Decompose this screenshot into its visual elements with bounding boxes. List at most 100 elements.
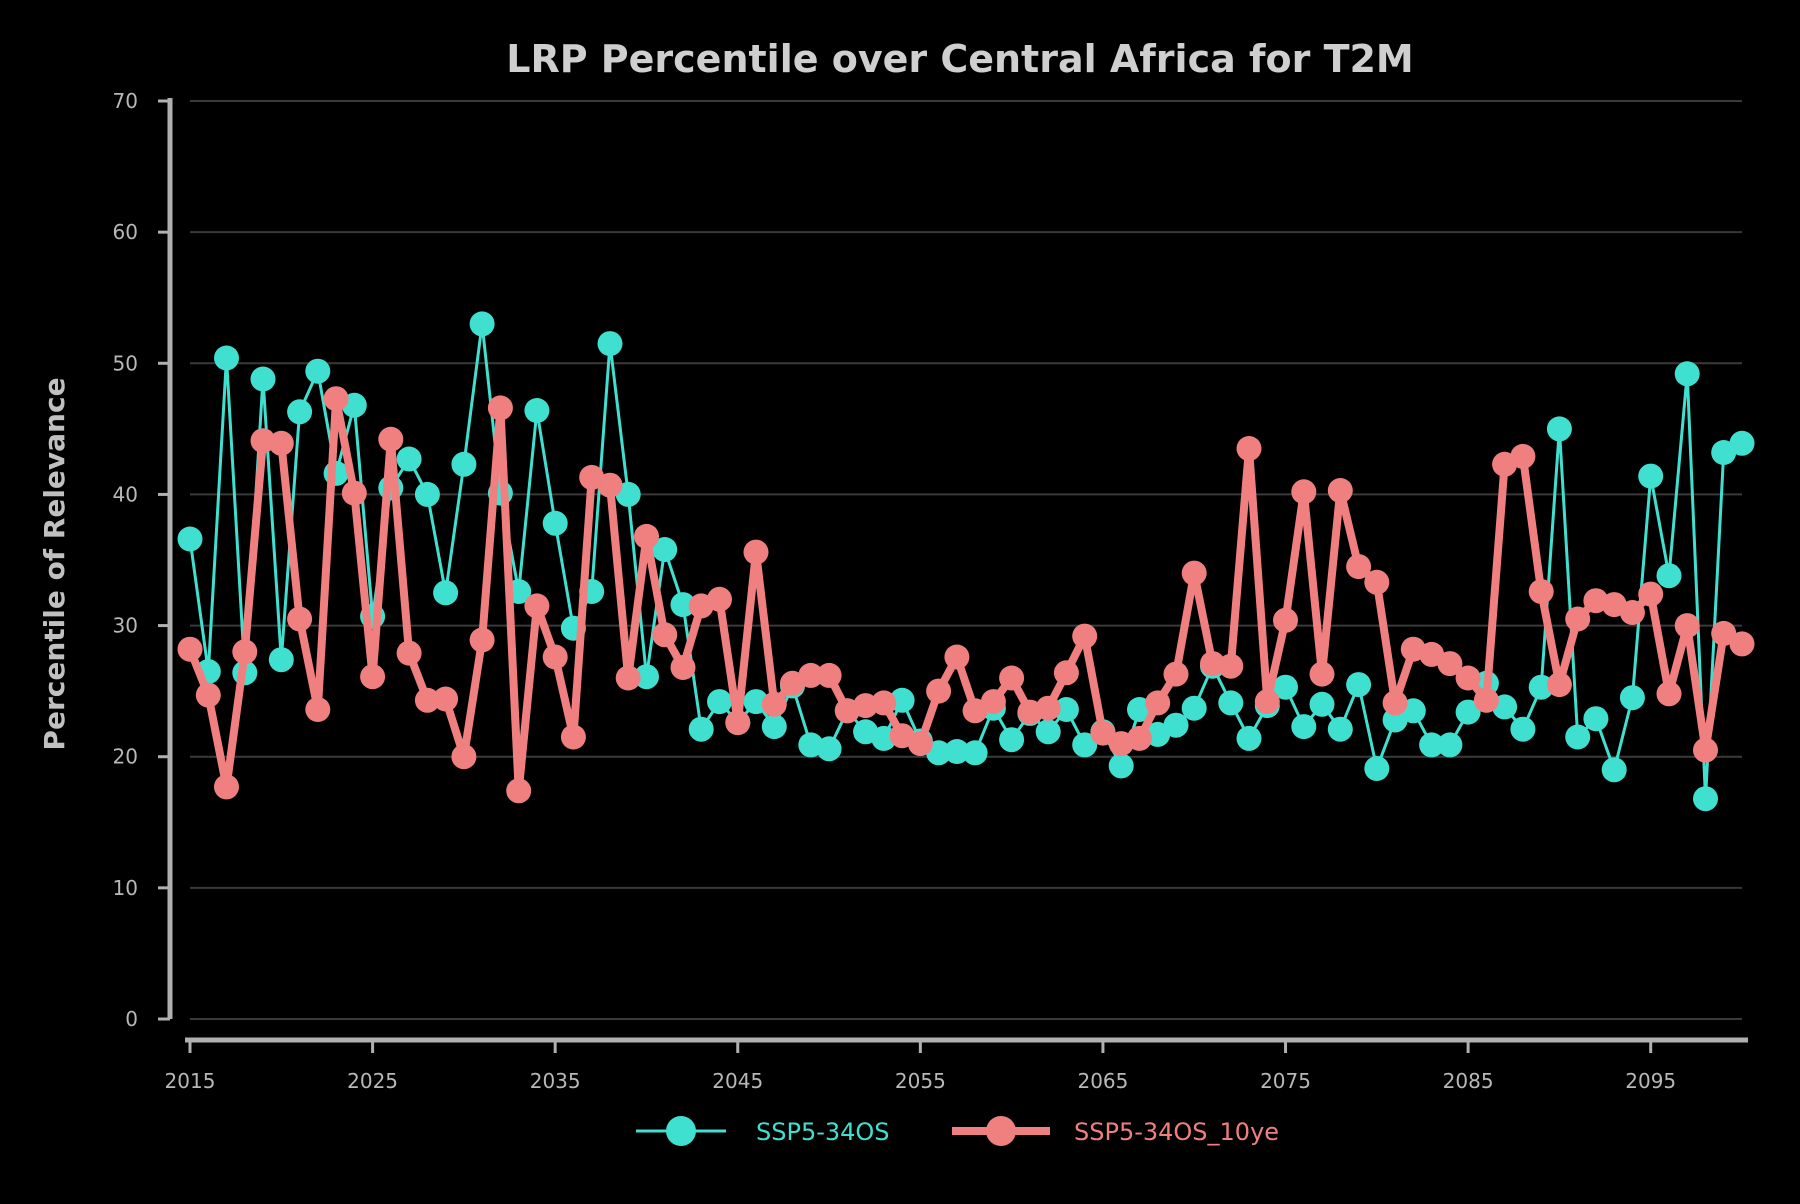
data-point xyxy=(341,480,367,506)
data-point xyxy=(1419,732,1445,758)
legend-marker-0 xyxy=(666,1116,696,1146)
data-point xyxy=(652,622,678,648)
data-point xyxy=(944,739,970,764)
data-point xyxy=(1273,674,1298,700)
data-point xyxy=(1729,430,1755,456)
data-point xyxy=(433,580,459,606)
data-point xyxy=(1236,725,1262,751)
data-point xyxy=(1127,725,1152,751)
data-point xyxy=(1437,732,1463,758)
data-point xyxy=(1346,554,1372,580)
data-point xyxy=(1035,719,1061,745)
data-point xyxy=(1528,579,1554,604)
data-point xyxy=(1291,479,1317,505)
data-point xyxy=(615,665,641,691)
data-point xyxy=(1108,753,1134,779)
data-point xyxy=(1327,478,1353,503)
series-1 xyxy=(177,386,1755,804)
legend-label: SSP5-34OS xyxy=(756,1118,890,1146)
data-point xyxy=(1309,691,1335,717)
data-point xyxy=(542,510,568,536)
data-point xyxy=(670,655,696,680)
data-point xyxy=(944,644,970,670)
data-point xyxy=(1072,623,1098,649)
data-point xyxy=(378,426,404,452)
legend-label: SSP5-34OS_10ye xyxy=(1074,1118,1279,1146)
data-point xyxy=(1455,699,1481,725)
data-point xyxy=(743,689,769,715)
data-point xyxy=(177,636,203,662)
data-point xyxy=(1218,653,1244,679)
data-point xyxy=(451,451,477,477)
data-point xyxy=(816,662,842,688)
chart-title: LRP Percentile over Central Africa for T… xyxy=(506,37,1414,81)
data-point xyxy=(1601,757,1627,783)
data-point xyxy=(268,647,294,673)
data-point xyxy=(177,526,203,552)
data-point xyxy=(1455,665,1481,691)
data-point xyxy=(1565,606,1591,632)
data-point xyxy=(1693,737,1718,763)
data-point xyxy=(1546,416,1572,442)
data-point xyxy=(524,593,550,619)
data-point xyxy=(634,664,659,690)
data-point xyxy=(360,664,386,690)
data-point xyxy=(889,687,915,713)
data-point xyxy=(707,586,732,612)
data-point xyxy=(1473,687,1499,713)
data-point xyxy=(214,774,239,800)
data-point xyxy=(670,592,696,618)
data-point xyxy=(1510,716,1536,742)
data-point xyxy=(396,640,422,666)
data-point xyxy=(1437,651,1463,677)
data-point xyxy=(1200,651,1225,677)
data-point xyxy=(1619,685,1645,711)
data-point xyxy=(798,662,824,688)
data-point xyxy=(396,446,422,472)
data-point xyxy=(926,678,952,704)
series-layer xyxy=(177,311,1755,812)
data-point xyxy=(1236,436,1262,461)
legend: SSP5-34OS SSP5-34OS_10ye xyxy=(636,1116,1279,1146)
data-point xyxy=(761,714,787,740)
data-point xyxy=(1163,661,1189,687)
data-point xyxy=(214,345,239,371)
data-point xyxy=(1163,712,1189,738)
y-axis-label: Percentile of Relevance xyxy=(38,377,71,750)
data-point xyxy=(1565,724,1591,750)
data-point xyxy=(232,639,258,665)
data-point xyxy=(1674,613,1700,639)
data-point xyxy=(1364,756,1390,781)
data-point xyxy=(1273,607,1298,633)
data-point xyxy=(1181,695,1207,721)
data-point xyxy=(1656,563,1682,589)
data-point xyxy=(1053,697,1079,722)
data-point xyxy=(1546,672,1572,698)
data-point xyxy=(761,691,787,717)
data-point xyxy=(506,778,532,804)
data-point xyxy=(414,687,440,713)
data-point xyxy=(1583,706,1609,732)
data-point xyxy=(999,665,1025,691)
data-point xyxy=(305,358,331,384)
data-point xyxy=(323,386,349,412)
data-point xyxy=(1291,714,1317,740)
x-tick-label: 2065 xyxy=(1077,1069,1128,1093)
data-point xyxy=(1218,690,1244,716)
x-tick-label: 2035 xyxy=(530,1069,581,1093)
data-point xyxy=(1638,581,1664,607)
x-tick-label: 2095 xyxy=(1625,1069,1676,1093)
data-point xyxy=(1729,631,1755,657)
x-tick-label: 2085 xyxy=(1443,1069,1494,1093)
data-point xyxy=(487,395,513,421)
data-point xyxy=(542,644,568,670)
data-point xyxy=(1674,361,1700,387)
data-point xyxy=(999,727,1025,753)
data-point xyxy=(305,697,331,722)
data-point xyxy=(1072,732,1098,758)
data-point xyxy=(1693,786,1718,812)
data-point xyxy=(524,398,550,423)
data-point xyxy=(250,366,276,392)
